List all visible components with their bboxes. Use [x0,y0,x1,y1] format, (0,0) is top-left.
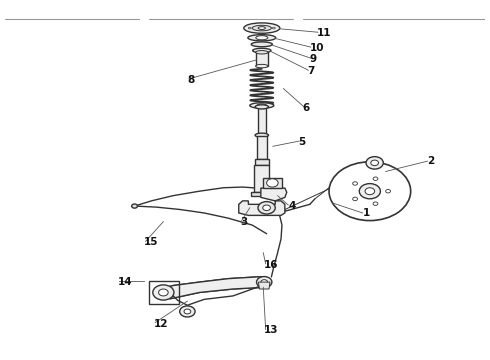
Ellipse shape [251,42,272,47]
Polygon shape [261,188,287,201]
Text: 3: 3 [240,217,247,226]
Text: 6: 6 [303,103,310,113]
Ellipse shape [256,50,268,54]
Circle shape [257,276,272,288]
Text: 11: 11 [317,28,332,38]
Ellipse shape [272,27,275,29]
Circle shape [184,309,191,314]
Ellipse shape [250,103,274,108]
Text: 15: 15 [144,237,159,247]
Circle shape [366,157,383,169]
Text: 16: 16 [264,260,279,270]
Ellipse shape [256,64,268,68]
Ellipse shape [248,27,251,29]
Circle shape [267,179,278,187]
Text: 7: 7 [307,66,315,76]
Circle shape [373,202,378,206]
Polygon shape [163,277,264,299]
Bar [255,159,269,165]
Circle shape [258,202,275,214]
Bar [257,136,267,159]
Text: 4: 4 [288,201,295,211]
Text: 5: 5 [298,137,305,147]
Text: 8: 8 [187,75,195,85]
Ellipse shape [252,25,271,31]
Polygon shape [258,282,270,289]
Text: 10: 10 [310,43,324,53]
Text: 14: 14 [118,277,132,287]
Circle shape [180,306,195,317]
Ellipse shape [248,35,276,41]
Circle shape [261,280,268,284]
Circle shape [373,177,378,180]
Bar [254,165,270,192]
Circle shape [329,162,411,221]
Circle shape [359,184,380,199]
Circle shape [371,160,378,166]
Bar [258,107,266,135]
Text: 12: 12 [154,319,168,329]
Circle shape [153,285,174,300]
Circle shape [263,205,270,211]
Bar [263,178,282,188]
Circle shape [159,289,168,296]
Circle shape [353,182,358,185]
Ellipse shape [255,133,269,137]
Bar [149,281,179,303]
Ellipse shape [253,48,271,53]
Text: 1: 1 [363,208,370,218]
Text: 13: 13 [264,325,279,336]
Circle shape [386,189,391,193]
Circle shape [353,197,358,201]
Circle shape [365,188,375,195]
Circle shape [132,204,137,208]
Text: 2: 2 [427,156,435,166]
Ellipse shape [257,104,267,107]
Bar [256,52,268,66]
Text: 9: 9 [310,54,317,64]
Ellipse shape [256,36,268,40]
Ellipse shape [244,23,280,33]
Bar [251,192,272,196]
Ellipse shape [255,105,269,109]
Ellipse shape [258,27,266,30]
Polygon shape [239,201,285,215]
